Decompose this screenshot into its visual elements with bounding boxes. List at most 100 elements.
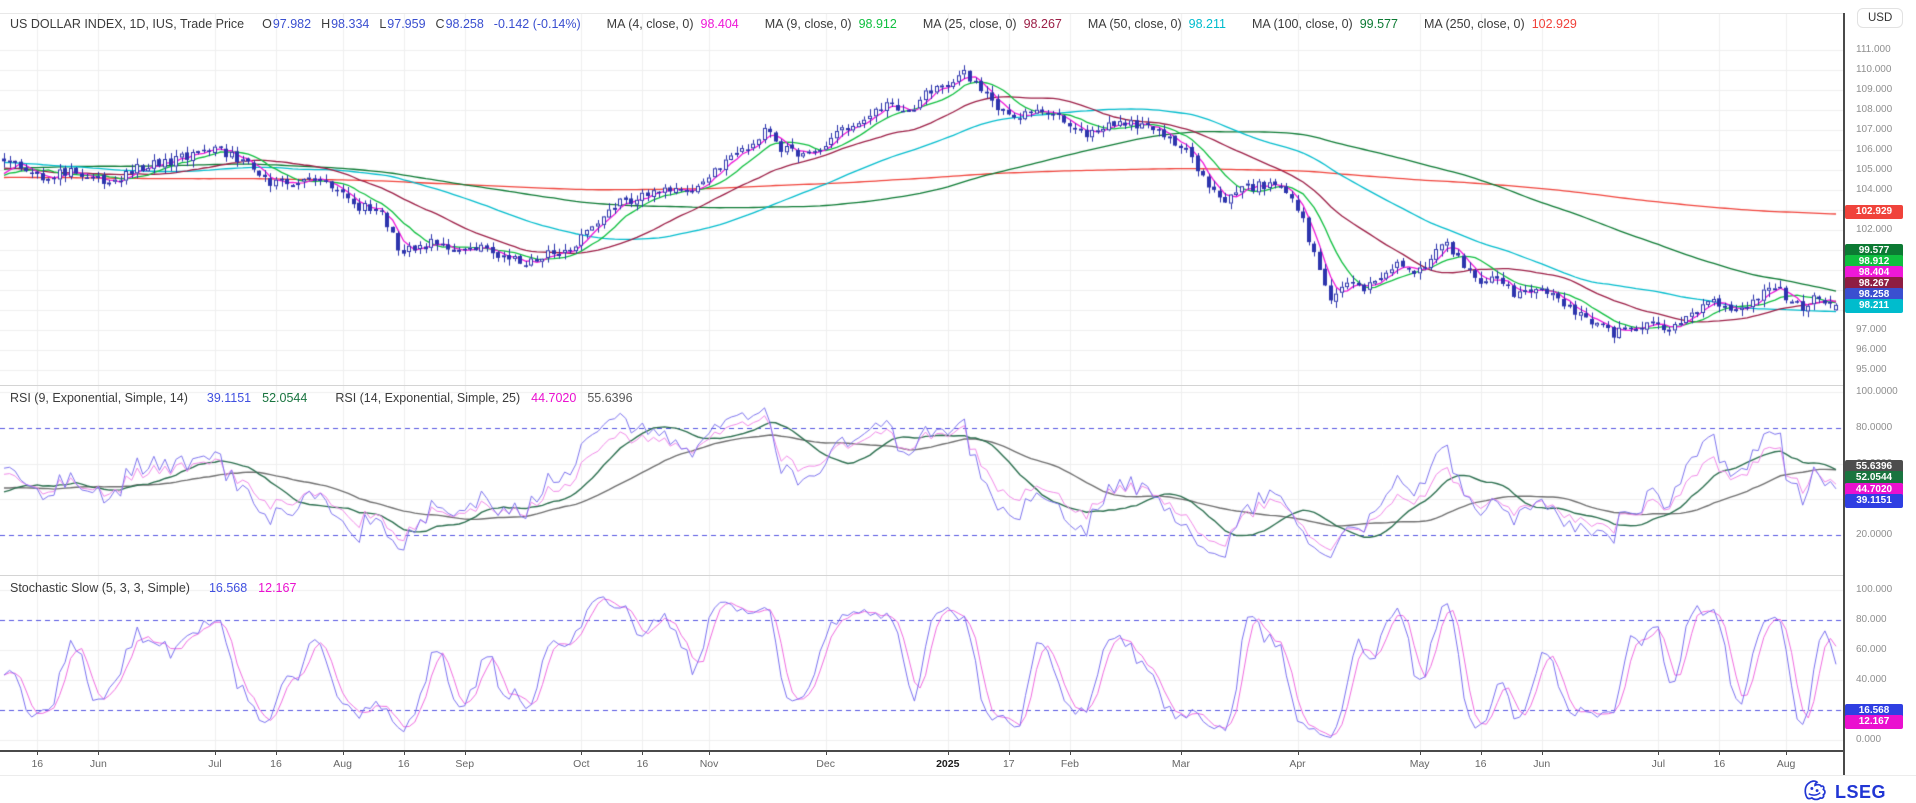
panel-separator — [0, 385, 1844, 386]
time-tick-mark — [1009, 752, 1010, 755]
rsi-ma-value-2: 55.6396 — [587, 391, 633, 405]
time-axis-label: May — [1409, 758, 1430, 770]
time-tick-mark — [1420, 752, 1421, 755]
time-axis-label: 16 — [31, 758, 44, 770]
value-badge: 98.211 — [1845, 299, 1903, 314]
axis-tick-label: 105.000 — [1856, 164, 1893, 175]
axis-tick-label: 20.0000 — [1856, 528, 1893, 540]
lseg-logo-text: LSEG — [1835, 781, 1887, 802]
time-tick-mark — [465, 752, 466, 755]
panel-separator — [0, 575, 1844, 576]
axis-tick-label: 111.000 — [1856, 44, 1891, 55]
time-tick-mark — [1542, 752, 1543, 755]
axis-tick-label: 104.000 — [1856, 184, 1893, 195]
value-badge: 98.404 — [1845, 266, 1903, 281]
price-axis-column[interactable]: USD 111.000 110.000 109.000 108.000 107.000 1… — [1845, 0, 1916, 775]
low-field: L97.959 — [379, 17, 426, 31]
time-tick-mark — [826, 752, 827, 755]
value-badge: 39.1151 — [1845, 494, 1903, 509]
instrument-title[interactable]: US DOLLAR INDEX, 1D, IUS, Trade Price — [10, 17, 245, 31]
time-tick-mark — [1658, 752, 1659, 755]
close-field: C98.258 — [435, 17, 484, 31]
time-axis-label: 16 — [636, 758, 649, 770]
time-axis-label: Jun — [1533, 758, 1551, 770]
time-axis-label: Dec — [816, 758, 835, 770]
value-badge: 98.267 — [1845, 277, 1903, 292]
stochastic-k-value: 16.568 — [208, 581, 248, 595]
rsi-value: 39.1151 — [206, 391, 252, 405]
time-tick-mark — [1070, 752, 1071, 755]
rsi-study-title-2[interactable]: RSI (14, Exponential, Simple, 25) — [335, 391, 521, 405]
time-axis-label: Sep — [455, 758, 475, 770]
axis-tick-label: 40.000 — [1856, 674, 1887, 685]
axis-tick-label: 106.000 — [1856, 144, 1893, 155]
ma-legend-item[interactable]: MA (250, close, 0) 102.929 — [1423, 17, 1577, 31]
time-axis-label: 16 — [270, 758, 282, 770]
rsi-legend: RSI (9, Exponential, Simple, 14) 39.1151… — [10, 391, 633, 405]
panel-top-border — [0, 13, 1843, 14]
ma-legend-item[interactable]: MA (100, close, 0) 99.577 — [1251, 17, 1398, 31]
value-badge: 102.929 — [1845, 204, 1903, 219]
price-axis-spine — [1843, 13, 1845, 775]
axis-tick-label: 80.000 — [1856, 614, 1887, 625]
rsi-value-2: 44.7020 — [531, 391, 577, 405]
time-tick-mark — [343, 752, 344, 755]
time-tick-mark — [1481, 752, 1482, 755]
main-chart-legend: US DOLLAR INDEX, 1D, IUS, Trade Price O9… — [10, 17, 1577, 31]
time-tick-mark — [404, 752, 405, 755]
main-price-panel[interactable] — [0, 13, 1843, 385]
stochastic-panel[interactable] — [0, 576, 1843, 750]
ma-legend-item[interactable]: MA (9, close, 0) 98.912 — [764, 17, 897, 31]
stochastic-legend: Stochastic Slow (5, 3, 3, Simple) 16.568… — [10, 581, 296, 595]
axis-tick-label: 80.0000 — [1856, 422, 1893, 433]
time-tick-mark — [581, 752, 582, 755]
value-badge: 99.577 — [1845, 244, 1903, 259]
open-field: O97.982 — [262, 17, 312, 31]
time-tick-mark — [37, 752, 38, 755]
axis-tick-label: 60.000 — [1856, 644, 1887, 655]
time-axis-label: Aug — [333, 758, 352, 770]
time-tick-mark — [1181, 752, 1182, 755]
value-badge: 98.912 — [1845, 255, 1903, 270]
time-axis-label: 16 — [1713, 758, 1726, 770]
stochastic-study-title[interactable]: Stochastic Slow (5, 3, 3, Simple) — [10, 581, 190, 595]
value-badge: 55.6396 — [1845, 460, 1903, 475]
time-tick-mark — [1786, 752, 1787, 755]
time-tick-mark — [948, 752, 949, 755]
axis-tick-label: 100.0000 — [1856, 386, 1898, 398]
ma-legend-item[interactable]: MA (25, close, 0) 98.267 — [922, 17, 1062, 31]
currency-chip: USD — [1857, 8, 1904, 28]
rsi-panel[interactable] — [0, 386, 1843, 575]
time-axis[interactable]: 16 Jun Jul 16 Aug 16 Sep Oct 16 Nov Dec 2025 17 Feb Ma… — [0, 752, 1843, 775]
axis-tick-label: 96.000 — [1856, 344, 1887, 355]
stochastic-d-value: 12.167 — [258, 581, 297, 595]
time-axis-label: 17 — [1002, 758, 1015, 770]
change-value: -0.142 (-0.14%) — [493, 17, 581, 31]
lseg-crest-icon — [1802, 778, 1828, 803]
ma-legend-item[interactable]: MA (4, close, 0) 98.404 — [606, 17, 739, 31]
ma-legend-item[interactable]: MA (50, close, 0) 98.211 — [1087, 17, 1226, 31]
time-axis-label: 16 — [397, 758, 410, 770]
time-tick-mark — [98, 752, 99, 755]
axis-tick-label: 97.000 — [1856, 324, 1887, 335]
time-axis-label: Jul — [1651, 758, 1666, 770]
value-badge: 44.7020 — [1845, 483, 1903, 498]
time-axis-label: Jun — [89, 758, 107, 770]
time-axis-label: Aug — [1776, 758, 1796, 770]
footer-border — [0, 775, 1916, 776]
time-axis-label: Mar — [1171, 758, 1190, 770]
axis-tick-label: 102.000 — [1856, 224, 1893, 235]
value-badge: 52.0544 — [1845, 471, 1903, 486]
time-axis-label: Nov — [699, 758, 719, 770]
rsi-ma-value: 52.0544 — [262, 391, 308, 405]
time-axis-line — [0, 750, 1916, 752]
time-tick-mark — [1719, 752, 1720, 755]
axis-tick-label: 95.000 — [1856, 364, 1887, 375]
value-badge: 16.568 — [1845, 704, 1903, 719]
axis-tick-label: 0.000 — [1856, 734, 1882, 745]
time-axis-label: Apr — [1289, 758, 1306, 770]
axis-tick-label: 109.000 — [1856, 84, 1893, 95]
time-tick-mark — [215, 752, 216, 755]
rsi-study-title[interactable]: RSI (9, Exponential, Simple, 14) — [10, 391, 188, 405]
